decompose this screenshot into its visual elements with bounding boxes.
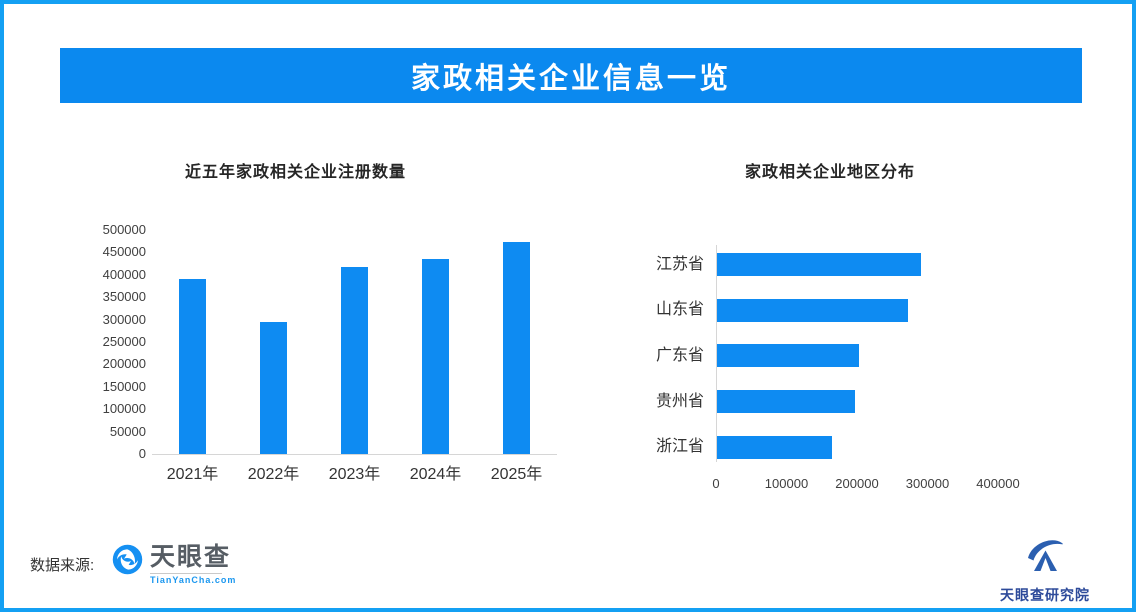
- left-chart-x-axis-line: [152, 454, 557, 455]
- data-source-label: 数据来源:: [30, 557, 95, 574]
- left-chart-bar-2025年: [503, 241, 530, 454]
- left-chart-bar-2024年: [422, 258, 449, 454]
- page-title: 家政相关企业信息一览: [410, 62, 731, 95]
- right-chart-category-label: 山东省: [655, 301, 704, 319]
- right-chart-x-tick-label: 200000: [835, 476, 879, 491]
- right-chart-y-axis-line: [716, 245, 717, 462]
- left-chart-y-tick-label: 500000: [102, 222, 146, 237]
- left-chart-y-tick-label: 350000: [102, 289, 146, 305]
- header-banner: 家政相关企业信息一览: [60, 48, 1082, 103]
- left-chart-y-tick-label: 400000: [102, 266, 146, 282]
- left-chart-y-tick-label: 0: [138, 446, 146, 461]
- right-chart-x-tick-label: 300000: [905, 476, 950, 491]
- tianyancha-eye-icon: [112, 544, 143, 580]
- left-chart-category-label: 2025年: [490, 466, 543, 483]
- right-chart-bar-山东省: [717, 298, 909, 322]
- right-chart-category-label: 江苏省: [655, 255, 704, 273]
- left-chart-y-tick-label: 450000: [102, 244, 146, 260]
- left-chart-y-tick-label: 200000: [102, 356, 146, 372]
- left-chart-title: 近五年家政相关企业注册数量: [185, 164, 407, 181]
- left-chart-category-label: 2021年: [166, 466, 219, 483]
- right-chart-bar-广东省: [717, 344, 859, 368]
- right-chart-title: 家政相关企业地区分布: [744, 164, 915, 181]
- left-chart-category-label: 2022年: [247, 466, 300, 483]
- left-chart-bar-2021年: [179, 278, 206, 454]
- right-chart-category-label: 贵州省: [655, 392, 704, 410]
- left-chart-bar-2023年: [341, 266, 368, 454]
- tianyancha-wordmark: 天眼查: [150, 543, 232, 571]
- institute-mountain-swoosh-icon: [1023, 540, 1067, 581]
- institute-wordmark: 天眼查研究院: [1000, 587, 1090, 603]
- left-chart-category-label: 2023年: [328, 466, 381, 483]
- research-institute-logo: 天眼查研究院: [993, 535, 1097, 605]
- tianyancha-logo: 天眼查 TianYanCha.com: [112, 544, 236, 585]
- left-chart-y-tick-label: 300000: [102, 311, 146, 327]
- right-chart-category-label: 广东省: [655, 346, 704, 364]
- tianyancha-domain: TianYanCha.com: [150, 575, 237, 585]
- right-chart-bar-江苏省: [717, 253, 921, 276]
- left-chart-category-label: 2024年: [409, 466, 462, 483]
- tianyancha-logo-divider: [150, 573, 222, 574]
- right-chart-category-label: 浙江省: [655, 438, 704, 456]
- left-chart-y-tick-label: 100000: [102, 401, 146, 417]
- right-chart-x-tick-label: 0: [712, 476, 720, 491]
- right-chart-bar-浙江省: [717, 435, 832, 459]
- left-chart-y-tick-label: 50000: [109, 423, 146, 439]
- left-chart-bar-2022年: [260, 321, 287, 454]
- left-chart-y-tick-label: 150000: [102, 378, 146, 394]
- right-chart-bar-贵州省: [717, 390, 856, 414]
- left-chart-y-tick-label: 250000: [102, 334, 146, 349]
- right-chart-x-tick-label: 100000: [764, 476, 809, 491]
- right-chart-x-tick-label: 400000: [976, 476, 1020, 491]
